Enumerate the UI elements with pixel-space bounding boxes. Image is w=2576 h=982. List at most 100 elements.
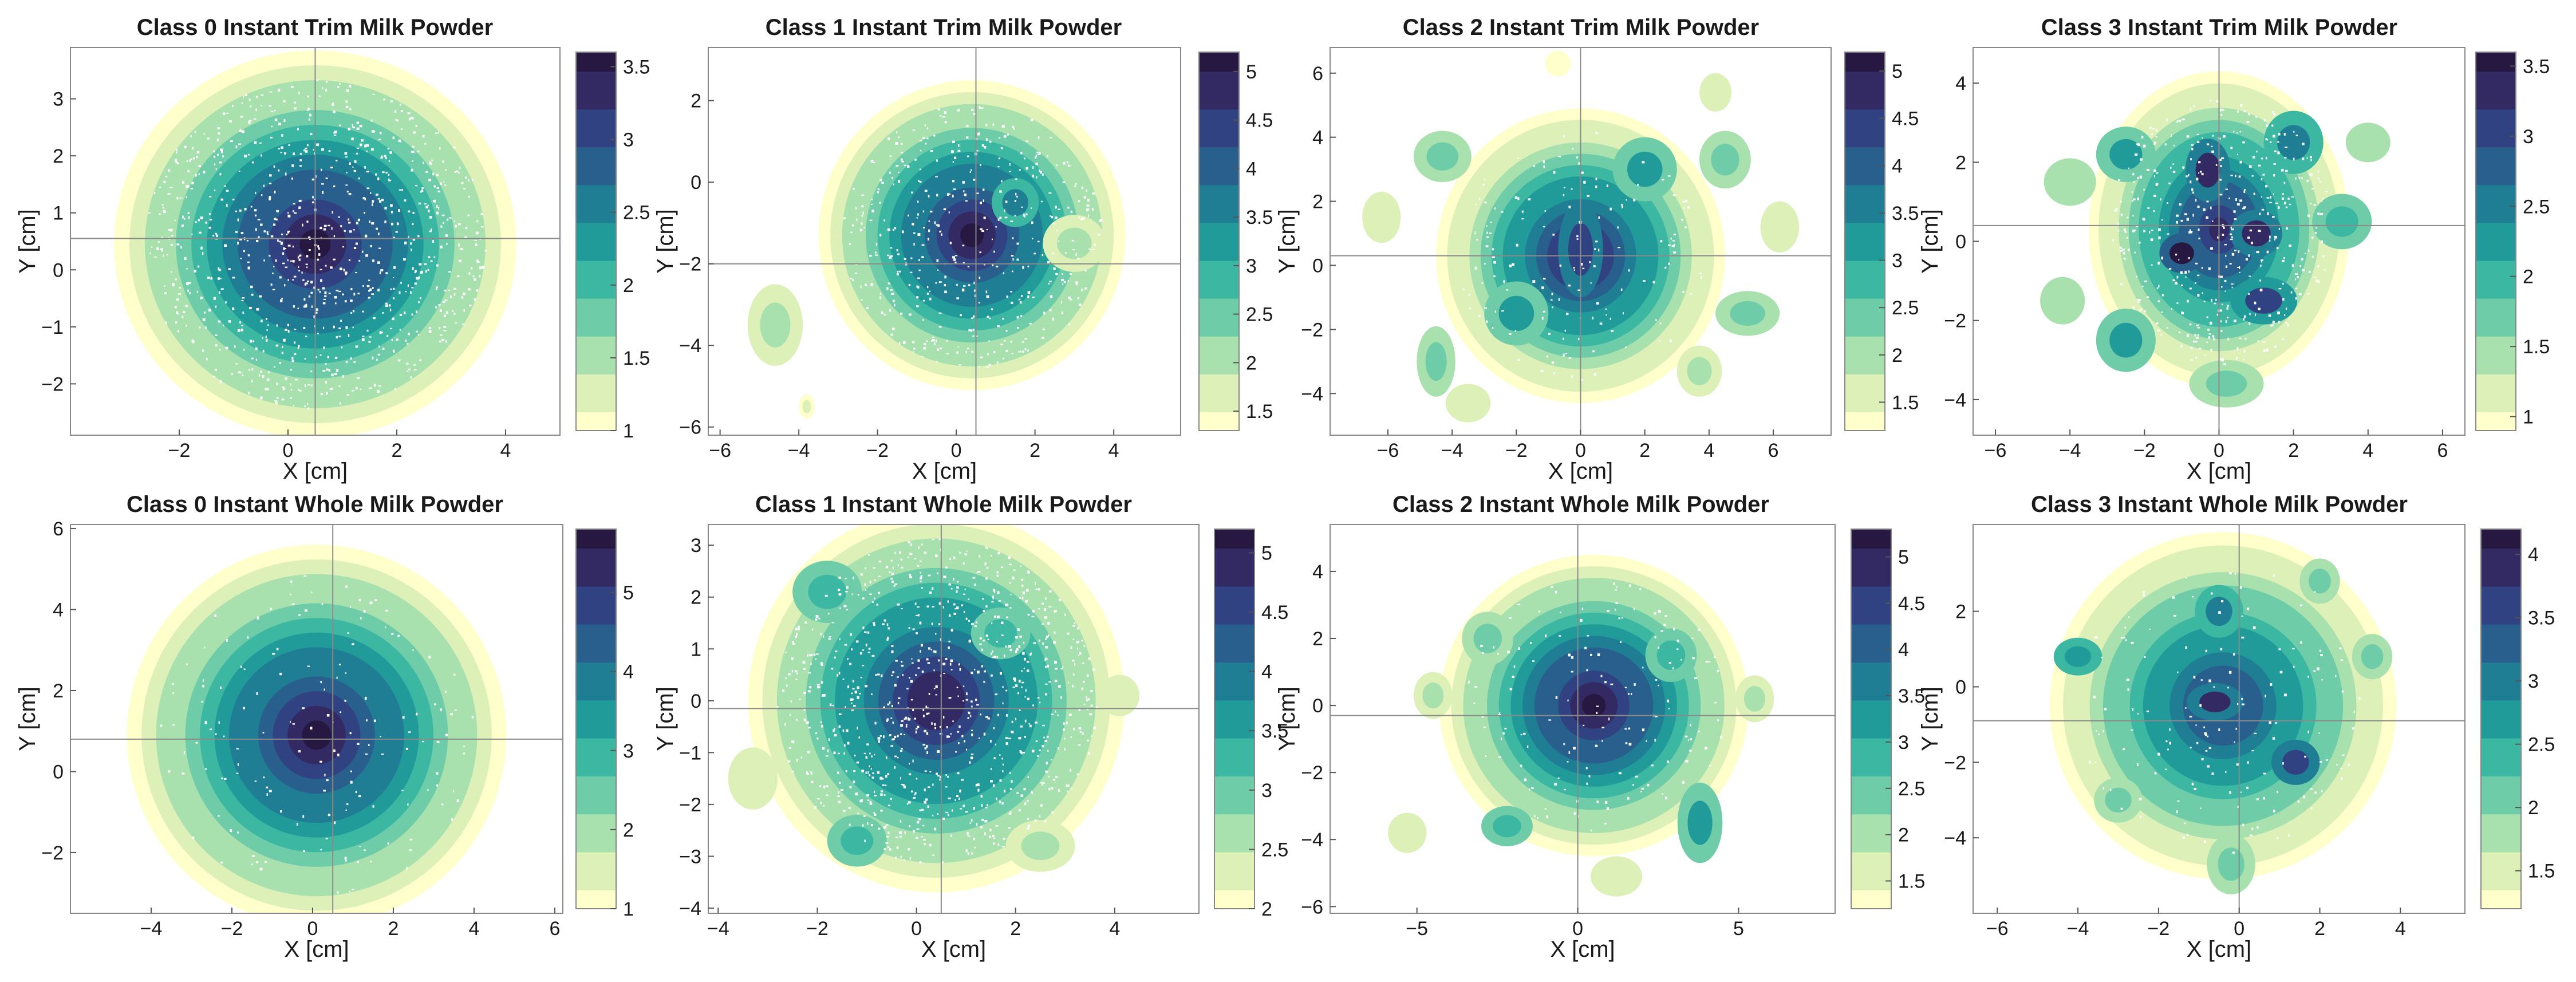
sample-point <box>2220 165 2222 167</box>
sample-point <box>1025 600 1028 603</box>
sample-point <box>2156 129 2158 132</box>
sample-point <box>2282 193 2284 195</box>
sample-point <box>1620 641 1622 643</box>
sample-point <box>1063 722 1065 725</box>
sample-point <box>1687 739 1689 741</box>
sample-point <box>281 243 283 245</box>
sample-point <box>269 183 272 184</box>
colorbar-step <box>1199 247 1239 255</box>
sample-point <box>2281 197 2284 200</box>
sample-point <box>851 593 853 595</box>
sample-point <box>912 223 914 226</box>
colorbar-step <box>1845 310 1885 318</box>
sample-point <box>921 809 924 811</box>
sample-point <box>292 259 295 263</box>
sample-point <box>255 861 259 863</box>
colorbar-step <box>1845 273 1885 280</box>
sample-point <box>822 694 824 697</box>
sample-point <box>1492 327 1494 329</box>
sample-point <box>1499 712 1501 715</box>
sample-point <box>247 254 250 257</box>
sample-point <box>214 614 217 617</box>
sample-point <box>288 144 290 146</box>
sample-point <box>2204 354 2206 356</box>
sample-point <box>171 271 172 273</box>
colorbar-step <box>2481 889 2521 897</box>
sample-point <box>1040 200 1043 203</box>
sample-point <box>372 93 375 96</box>
sample-point <box>440 182 443 185</box>
colorbar-step <box>1199 77 1239 85</box>
colorbar-step <box>576 342 616 349</box>
sample-point <box>2190 346 2193 349</box>
sample-point <box>368 297 370 299</box>
sample-point <box>453 293 456 296</box>
sample-point <box>301 271 303 274</box>
sample-point <box>924 770 927 772</box>
sample-point <box>924 800 927 804</box>
colorbar-step <box>1845 222 1885 230</box>
colorbar-step <box>576 858 616 865</box>
sample-point <box>310 291 313 294</box>
sample-point <box>307 403 309 405</box>
sample-point <box>1044 616 1047 619</box>
colorbar: 1.522.533.544.55 <box>1844 52 1919 431</box>
sample-point <box>926 293 929 295</box>
sample-point <box>957 731 960 733</box>
sample-point <box>2336 764 2338 766</box>
colorbar: 1.522.533.544.55 <box>1851 529 1925 909</box>
colorbar-step <box>1845 71 1885 78</box>
sample-point <box>961 779 964 781</box>
sample-point <box>1646 740 1647 742</box>
sample-point <box>407 803 409 806</box>
sample-point <box>406 867 408 870</box>
sample-point <box>305 263 308 265</box>
sample-point <box>1067 681 1070 684</box>
colorbar-step <box>1199 348 1239 356</box>
sample-point <box>226 112 229 114</box>
sample-point <box>2146 168 2149 171</box>
sample-point <box>1081 289 1083 291</box>
sample-point <box>2194 333 2196 337</box>
sample-point <box>358 260 361 262</box>
sample-point <box>453 313 456 315</box>
sample-point <box>890 745 894 747</box>
sample-point <box>796 759 798 762</box>
sample-point <box>1557 777 1560 779</box>
colorbar-step <box>576 592 616 600</box>
sample-point <box>346 394 350 396</box>
sample-point <box>878 740 880 743</box>
sample-point <box>938 659 940 662</box>
sample-point <box>2238 250 2240 253</box>
sample-point <box>991 622 993 624</box>
sample-point <box>2268 314 2271 317</box>
sample-point <box>238 170 240 172</box>
sample-point <box>1642 161 1645 164</box>
contour-band <box>921 686 951 716</box>
sample-point <box>2220 358 2223 361</box>
colorbar-step <box>2481 579 2521 587</box>
sample-point <box>885 566 889 569</box>
sample-point <box>971 729 973 732</box>
sample-point <box>279 276 282 279</box>
sample-point <box>2213 338 2215 341</box>
sample-point <box>326 779 329 782</box>
sample-point <box>327 356 329 358</box>
sample-point <box>381 754 384 755</box>
sample-point <box>2120 283 2123 285</box>
sample-point <box>321 148 324 151</box>
sample-point <box>254 780 257 782</box>
sample-point <box>436 205 438 208</box>
x-tick-label: 2 <box>388 918 399 940</box>
sample-point <box>2207 329 2210 331</box>
sample-point <box>325 178 328 179</box>
sample-point <box>1588 775 1591 778</box>
colorbar-step <box>1199 210 1239 217</box>
sample-point <box>281 298 283 299</box>
sample-point <box>2234 741 2235 743</box>
sample-point <box>295 378 298 381</box>
sample-point <box>917 606 920 608</box>
sample-point <box>457 223 461 226</box>
colorbar-step <box>1199 184 1239 192</box>
sample-point <box>453 790 455 792</box>
